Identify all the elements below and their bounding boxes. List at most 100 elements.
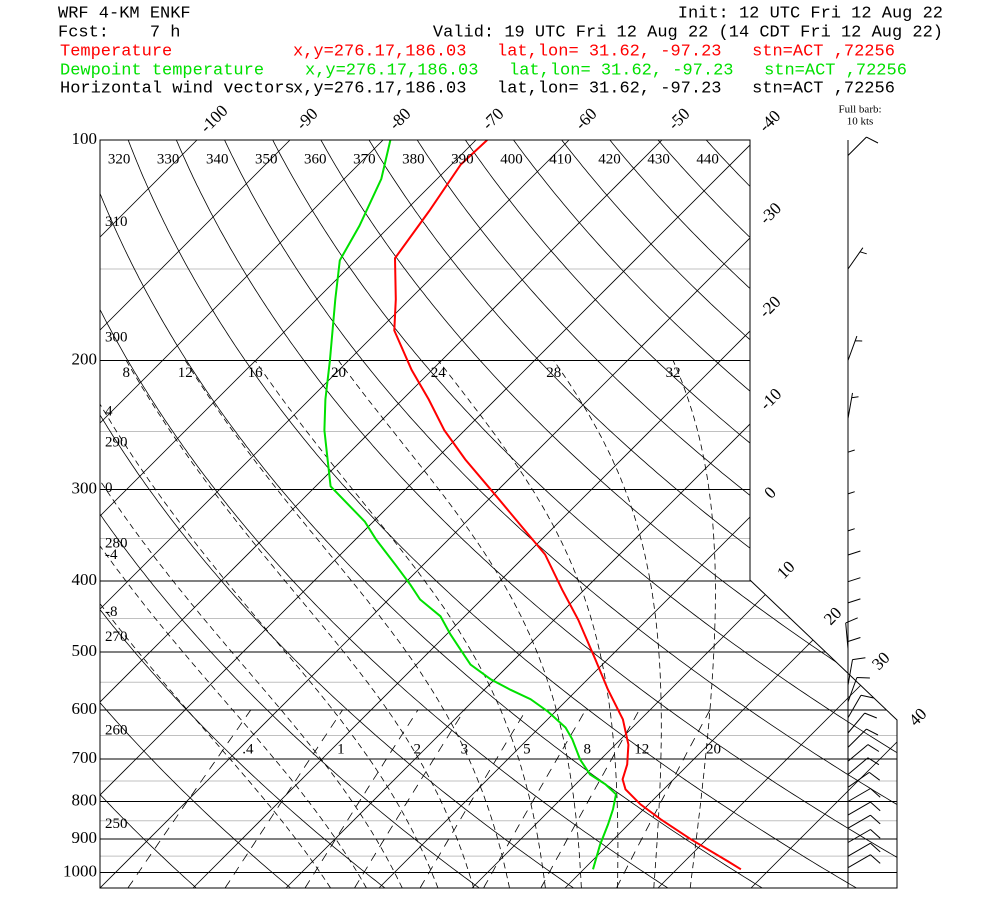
dry-adiabat (127, 140, 857, 888)
dry-adiabat (100, 140, 669, 888)
dry-adiabat (100, 140, 763, 888)
dry-adiabat-label: 400 (500, 151, 523, 167)
wind-barb (847, 854, 881, 869)
chart-title: WRF 4-KM ENKF (58, 4, 191, 23)
legend-entry: Temperature (60, 42, 172, 61)
moist-adiabat-label: 12 (178, 365, 193, 381)
y-tick-label: 200 (72, 349, 98, 368)
dry-adiabat-label: 330 (157, 151, 180, 167)
dry-adiabat (320, 140, 897, 888)
isotherm (750, 140, 897, 888)
legend-location: x,y=276.17,186.03 lat,lon= 31.62, -97.23… (293, 79, 895, 98)
dry-adiabat (100, 140, 574, 888)
dry-adiabat-label: 300 (105, 330, 128, 346)
y-tick-label: 1000 (63, 861, 97, 880)
dry-adiabat (100, 140, 480, 888)
moist-adiabat-label: 0 (105, 480, 113, 496)
mixing-ratio-line (419, 709, 527, 888)
dry-adiabat-label: 430 (647, 151, 670, 167)
isotherm (100, 140, 291, 888)
dry-adiabat-label: 410 (549, 151, 572, 167)
isotherm (100, 140, 756, 888)
wind-barb (847, 136, 879, 156)
moist-adiabat (437, 360, 619, 888)
legend-entry: Dewpoint temperature (60, 61, 264, 80)
moist-adiabat (672, 360, 716, 888)
wind-barb (847, 392, 859, 419)
wind-barb (847, 637, 861, 668)
mixing-ratio-label: 3 (461, 741, 469, 757)
legend-location: x,y=276.17,186.03 lat,lon= 31.62, -97.23… (293, 42, 895, 61)
dry-adiabat-label: 260 (105, 722, 128, 738)
mixing-ratio-line (354, 709, 465, 888)
dry-adiabat-label: 440 (696, 151, 719, 167)
profile-line (323, 140, 618, 870)
moist-adiabat (254, 360, 546, 888)
mixing-ratio-line (304, 709, 419, 888)
y-tick-label: 700 (72, 748, 98, 767)
y-tick-label: 100 (72, 129, 98, 148)
wind-barb (847, 788, 881, 802)
isotherm (564, 140, 897, 888)
wind-barb (847, 814, 881, 829)
mixing-ratio-line (224, 709, 343, 888)
mixing-ratio-label: 1 (337, 741, 345, 757)
y-tick-label: 400 (72, 570, 98, 589)
mixing-ratio-label: 2 (413, 741, 421, 757)
dry-adiabat-label: 270 (105, 629, 128, 645)
moist-adiabat (338, 360, 582, 888)
dry-adiabat-label: 250 (105, 816, 128, 832)
dry-adiabat (175, 140, 897, 888)
moist-adiabat (100, 360, 403, 888)
moist-adiabat-label: -4 (105, 547, 118, 563)
wind-barb (847, 712, 877, 734)
dry-adiabat-label: 310 (105, 214, 128, 230)
barb-key: 10 kts (847, 116, 874, 128)
moist-adiabat-label: 32 (666, 365, 681, 381)
frame (99, 139, 898, 889)
dry-adiabat (368, 140, 897, 888)
barb-key: Full barb: (838, 104, 881, 116)
moist-adiabat-label: -8 (105, 604, 118, 620)
isotherm (285, 140, 897, 888)
dry-adiabat (100, 140, 386, 888)
legend-location: x,y=276.17,186.03 lat,lon= 31.62, -97.23… (305, 61, 907, 80)
dry-adiabat (224, 140, 897, 888)
isotherm (100, 140, 477, 888)
wind-barb (847, 657, 866, 686)
wind-barb (847, 757, 880, 775)
mixing-ratio-label: 8 (584, 741, 592, 757)
dry-adiabat-label: 360 (304, 151, 327, 167)
dry-adiabat-label: 390 (451, 151, 474, 167)
moist-adiabat-label: 4 (105, 404, 113, 420)
moist-adiabat (100, 360, 331, 888)
isotherm (100, 140, 384, 888)
profile-line (393, 140, 742, 871)
dry-adiabat (513, 140, 897, 888)
moist-adiabat-label: 28 (546, 365, 561, 381)
init-time: Init: 12 UTC Fri 12 Aug 22 (678, 4, 943, 23)
wind-barb (847, 550, 861, 581)
wind-barb (847, 247, 867, 270)
mixing-ratio-line (483, 709, 586, 888)
moist-adiabat-label: 16 (248, 365, 264, 381)
wind-barb (847, 829, 881, 843)
y-tick-label: 800 (72, 790, 98, 809)
dry-adiabat-label: 350 (255, 151, 278, 167)
forecast-hour: Fcst: 7 h (58, 23, 180, 42)
wind-barb (847, 744, 880, 762)
dry-adiabat (272, 140, 897, 888)
moist-adiabat (100, 360, 439, 888)
isotherm (657, 140, 897, 888)
wind-barb (847, 447, 855, 474)
dry-adiabat-label: 320 (108, 151, 131, 167)
mixing-ratio-line (616, 709, 711, 888)
dry-adiabat-label: 380 (402, 151, 425, 167)
mixing-ratio-label: 20 (706, 741, 721, 757)
wind-barb (847, 335, 863, 361)
moist-adiabat (184, 360, 510, 888)
dry-adiabat-label: 370 (353, 151, 376, 167)
wind-barb (847, 598, 861, 629)
wind-barb (847, 801, 881, 816)
